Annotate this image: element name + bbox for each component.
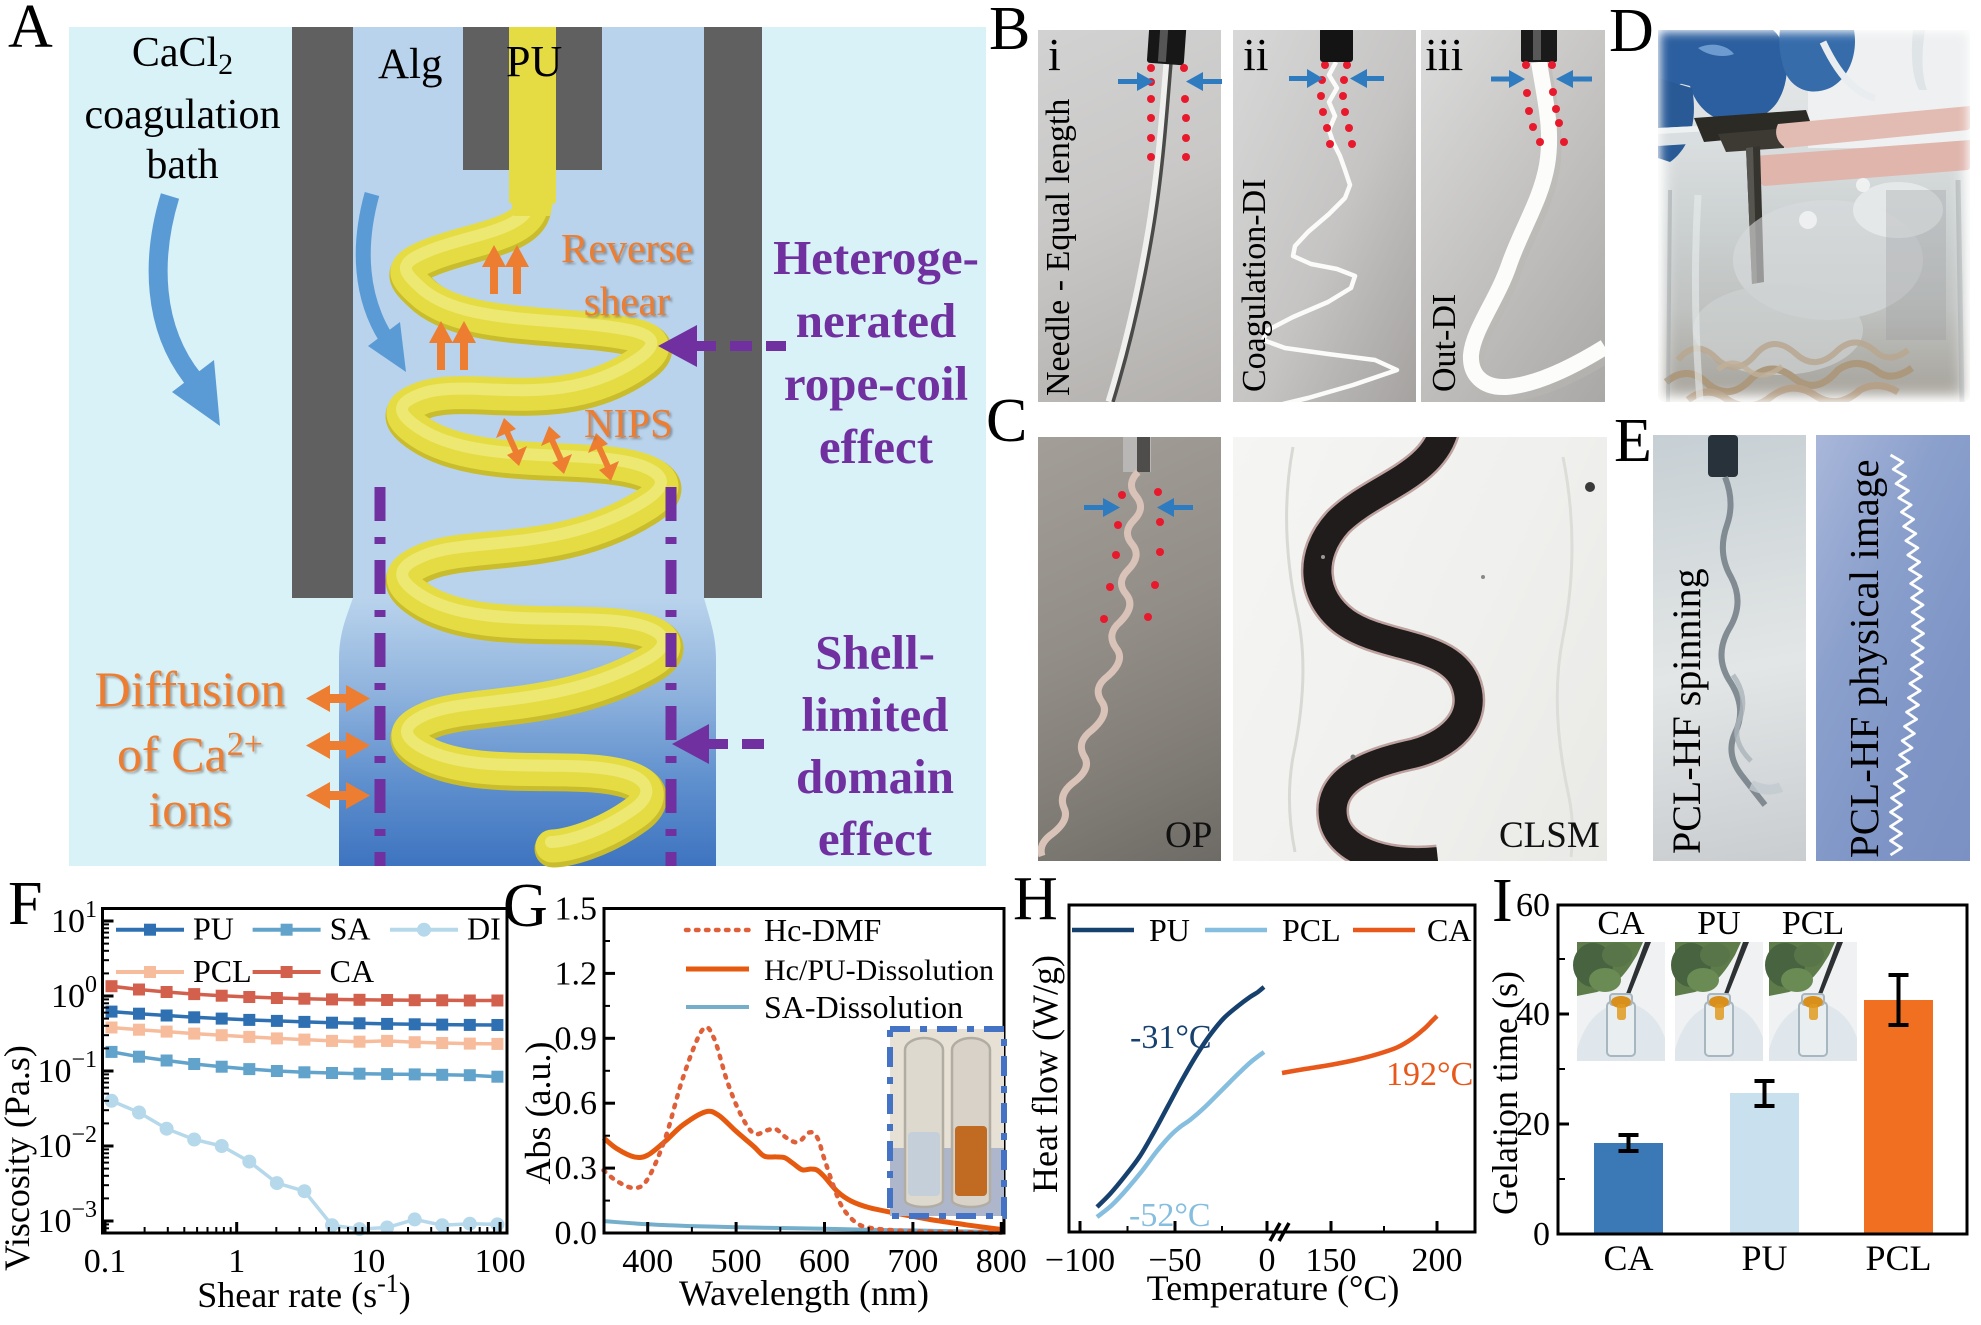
svg-text:CA: CA xyxy=(330,953,374,989)
svg-text:Heat flow (W/g): Heat flow (W/g) xyxy=(1030,955,1065,1193)
svg-text:192°C: 192°C xyxy=(1386,1056,1473,1093)
svg-text:PU: PU xyxy=(1697,905,1740,942)
svg-text:DI: DI xyxy=(467,911,501,947)
svg-text:PCL: PCL xyxy=(1782,905,1844,942)
svg-text:PCL: PCL xyxy=(193,953,252,989)
svg-text:CA: CA xyxy=(1427,912,1471,948)
svg-text:PCL: PCL xyxy=(1865,1238,1931,1278)
svg-text:101: 101 xyxy=(51,897,97,940)
svg-text:Hc-DMF: Hc-DMF xyxy=(764,912,881,948)
svg-text:Hc/PU-Dissolution: Hc/PU-Dissolution xyxy=(764,954,994,987)
svg-text:10: 10 xyxy=(351,1243,385,1280)
svg-text:Abs (a.u.): Abs (a.u.) xyxy=(520,1042,558,1185)
svg-text:60: 60 xyxy=(1516,887,1550,924)
svg-text:1: 1 xyxy=(228,1243,245,1280)
svg-text:CLSM: CLSM xyxy=(1499,815,1600,856)
svg-text:20: 20 xyxy=(1516,1106,1550,1143)
svg-text:CA: CA xyxy=(1603,1238,1653,1278)
svg-text:Gelation time (s): Gelation time (s) xyxy=(1490,971,1525,1215)
svg-text:Temperature (°C): Temperature (°C) xyxy=(1147,1268,1400,1308)
svg-text:Viscosity (Pa.s): Viscosity (Pa.s) xyxy=(0,1045,37,1271)
svg-text:PU: PU xyxy=(1741,1238,1787,1278)
svg-text:CA: CA xyxy=(1597,905,1645,942)
svg-text:-31°C: -31°C xyxy=(1130,1019,1212,1056)
svg-text:200: 200 xyxy=(1412,1242,1463,1279)
svg-text:-52°C: -52°C xyxy=(1129,1197,1211,1234)
svg-text:0.0: 0.0 xyxy=(555,1215,598,1252)
svg-text:1.2: 1.2 xyxy=(555,955,598,992)
svg-text:800: 800 xyxy=(976,1243,1027,1280)
svg-text:10−3: 10−3 xyxy=(37,1197,97,1240)
svg-text:Wavelength (nm): Wavelength (nm) xyxy=(679,1273,929,1313)
svg-text:0: 0 xyxy=(1259,1242,1276,1279)
svg-text:SA-Dissolution: SA-Dissolution xyxy=(764,989,963,1025)
svg-text:0: 0 xyxy=(1533,1216,1550,1253)
svg-text:1.5: 1.5 xyxy=(555,891,598,928)
svg-text:OP: OP xyxy=(1165,815,1212,856)
svg-text:100: 100 xyxy=(475,1243,526,1280)
svg-text:PCL: PCL xyxy=(1282,912,1341,948)
svg-text:Shear rate (s-1): Shear rate (s-1) xyxy=(197,1269,411,1315)
svg-text:PU: PU xyxy=(1149,912,1190,948)
svg-text:600: 600 xyxy=(799,1243,850,1280)
svg-text:700: 700 xyxy=(887,1243,938,1280)
svg-text:10−2: 10−2 xyxy=(37,1122,97,1165)
svg-text:400: 400 xyxy=(622,1243,673,1280)
svg-text:150: 150 xyxy=(1306,1242,1357,1279)
svg-text:0.9: 0.9 xyxy=(555,1020,598,1057)
svg-text:100: 100 xyxy=(51,972,97,1015)
svg-text:SA: SA xyxy=(330,911,371,947)
svg-text:10−1: 10−1 xyxy=(37,1047,97,1090)
svg-text:−50: −50 xyxy=(1148,1242,1201,1279)
svg-text:40: 40 xyxy=(1516,996,1550,1033)
svg-text:PU: PU xyxy=(193,911,234,947)
svg-text:0.6: 0.6 xyxy=(555,1085,598,1122)
svg-text:−100: −100 xyxy=(1045,1242,1115,1279)
svg-text:500: 500 xyxy=(711,1243,762,1280)
svg-text:0.3: 0.3 xyxy=(555,1150,598,1187)
svg-text:0.1: 0.1 xyxy=(84,1243,127,1280)
